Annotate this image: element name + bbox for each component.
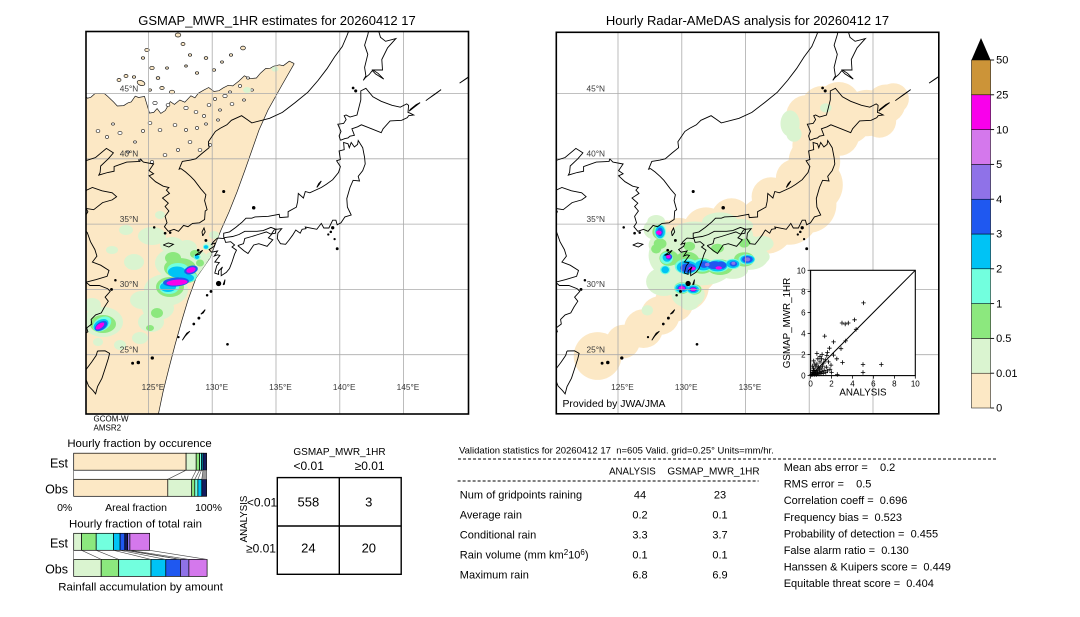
svg-text:25°N: 25°N [120,345,139,355]
svg-text:4: 4 [850,380,855,389]
svg-text:GSMAP_MWR_1HR: GSMAP_MWR_1HR [293,447,385,458]
svg-text:Hourly fraction of total rain: Hourly fraction of total rain [69,519,202,531]
svg-text:6.9: 6.9 [712,570,727,582]
svg-text:0: 0 [801,372,806,381]
svg-text:8: 8 [801,287,806,296]
svg-text:ANALYSIS: ANALYSIS [239,495,250,542]
svg-text:GSMAP_MWR_1HR: GSMAP_MWR_1HR [782,278,793,368]
svg-text:135°E: 135°E [739,382,762,392]
svg-text:Correlation coeff = 0.696: Correlation coeff = 0.696 [784,495,908,507]
svg-text:0.01: 0.01 [996,368,1017,380]
svg-text:0.2: 0.2 [632,510,647,522]
svg-text:3.3: 3.3 [632,530,647,542]
svg-text:False alarm ratio = 0.130: False alarm ratio = 0.130 [784,545,909,557]
svg-text:Average rain: Average rain [460,510,522,522]
svg-text:10: 10 [911,380,920,389]
svg-text:50: 50 [996,55,1008,67]
svg-text:45°N: 45°N [587,83,606,93]
svg-text:Hanssen & Kuipers score = 0.4: Hanssen & Kuipers score = 0.449 [784,562,951,574]
svg-text:Mean abs error = 0.2: Mean abs error = 0.2 [784,462,896,474]
svg-text:Probability of detection = 0.: Probability of detection = 0.455 [784,528,938,540]
svg-text:AMSR2: AMSR2 [94,424,122,433]
svg-text:130°E: 130°E [675,382,698,392]
svg-text:<0.01: <0.01 [294,459,325,473]
svg-text:0.5: 0.5 [996,333,1011,345]
svg-text:Est: Est [50,457,69,471]
svg-text:Num of gridpoints raining: Num of gridpoints raining [460,490,582,502]
svg-text:Frequency bias = 0.523: Frequency bias = 0.523 [784,512,902,524]
svg-text:GSMAP_MWR_1HR: GSMAP_MWR_1HR [667,467,759,478]
svg-text:Rain volume (mm km2106): Rain volume (mm km2106) [460,548,589,562]
svg-text:Maximum rain: Maximum rain [460,570,529,582]
svg-text:30°N: 30°N [120,279,139,289]
svg-text:Equitable threat score = 0.40: Equitable threat score = 0.404 [784,578,934,590]
svg-text:44: 44 [634,490,646,502]
svg-text:0.1: 0.1 [632,550,647,562]
svg-text:24: 24 [301,541,315,556]
svg-text:0%: 0% [57,502,72,514]
svg-text:Rainfall accumulation by amoun: Rainfall accumulation by amount [58,582,223,594]
svg-text:ANALYSIS: ANALYSIS [839,388,887,399]
svg-text:≥0.01: ≥0.01 [355,459,385,473]
svg-text:35°N: 35°N [587,214,606,224]
svg-text:40°N: 40°N [120,149,139,159]
svg-text:2: 2 [996,264,1002,276]
svg-text:Provided by JWA/JMA: Provided by JWA/JMA [563,399,666,410]
svg-text:10: 10 [797,266,806,275]
svg-text:GSMAP_MWR_1HR estimates for 20: GSMAP_MWR_1HR estimates for 20260412 17 [138,13,415,28]
svg-text:100%: 100% [195,502,222,514]
svg-text:4: 4 [996,194,1002,206]
svg-text:0: 0 [996,403,1002,415]
svg-text:145°E: 145°E [397,382,420,392]
svg-text:125°E: 125°E [611,382,634,392]
svg-text:3: 3 [996,229,1002,241]
svg-text:6: 6 [871,380,876,389]
svg-text:40°N: 40°N [587,149,606,159]
svg-text:20: 20 [362,541,376,556]
svg-text:<0.01: <0.01 [247,496,278,510]
svg-text:Conditional rain: Conditional rain [460,530,536,542]
svg-text:2: 2 [829,380,834,389]
svg-text:0.1: 0.1 [712,510,727,522]
svg-text:1: 1 [996,298,1002,310]
svg-text:Obs: Obs [45,563,68,577]
svg-text:2: 2 [801,351,806,360]
svg-text:RMS error = 0.5: RMS error = 0.5 [784,479,872,491]
svg-text:140°E: 140°E [333,382,356,392]
svg-text:≥0.01: ≥0.01 [246,542,276,556]
svg-text:8: 8 [892,380,897,389]
svg-text:6: 6 [801,308,806,317]
svg-text:130°E: 130°E [205,382,228,392]
svg-text:3: 3 [365,495,372,510]
svg-text:0: 0 [808,380,813,389]
svg-text:25: 25 [996,90,1008,102]
svg-text:135°E: 135°E [269,382,292,392]
svg-text:45°N: 45°N [120,83,139,93]
svg-text:0.1: 0.1 [712,550,727,562]
svg-text:Obs: Obs [45,483,68,497]
svg-text:Areal fraction: Areal fraction [105,502,167,514]
svg-text:Hourly fraction by occurence: Hourly fraction by occurence [67,438,211,450]
svg-text:10: 10 [996,124,1008,136]
svg-text:5: 5 [996,159,1002,171]
svg-text:Validation statistics for 2026: Validation statistics for 20260412 17 n=… [459,446,774,457]
svg-text:25°N: 25°N [587,345,606,355]
svg-text:ANALYSIS: ANALYSIS [609,467,656,478]
svg-text:23: 23 [714,490,726,502]
svg-text:125°E: 125°E [142,382,165,392]
svg-text:3.7: 3.7 [712,530,727,542]
svg-text:6.8: 6.8 [632,570,647,582]
svg-text:Hourly Radar-AMeDAS analysis f: Hourly Radar-AMeDAS analysis for 2026041… [606,13,889,28]
svg-text:Est: Est [50,537,69,551]
svg-text:558: 558 [298,495,320,510]
svg-text:4: 4 [801,330,806,339]
svg-text:30°N: 30°N [587,279,606,289]
svg-text:GCOM-W: GCOM-W [94,415,130,424]
svg-text:35°N: 35°N [120,214,139,224]
